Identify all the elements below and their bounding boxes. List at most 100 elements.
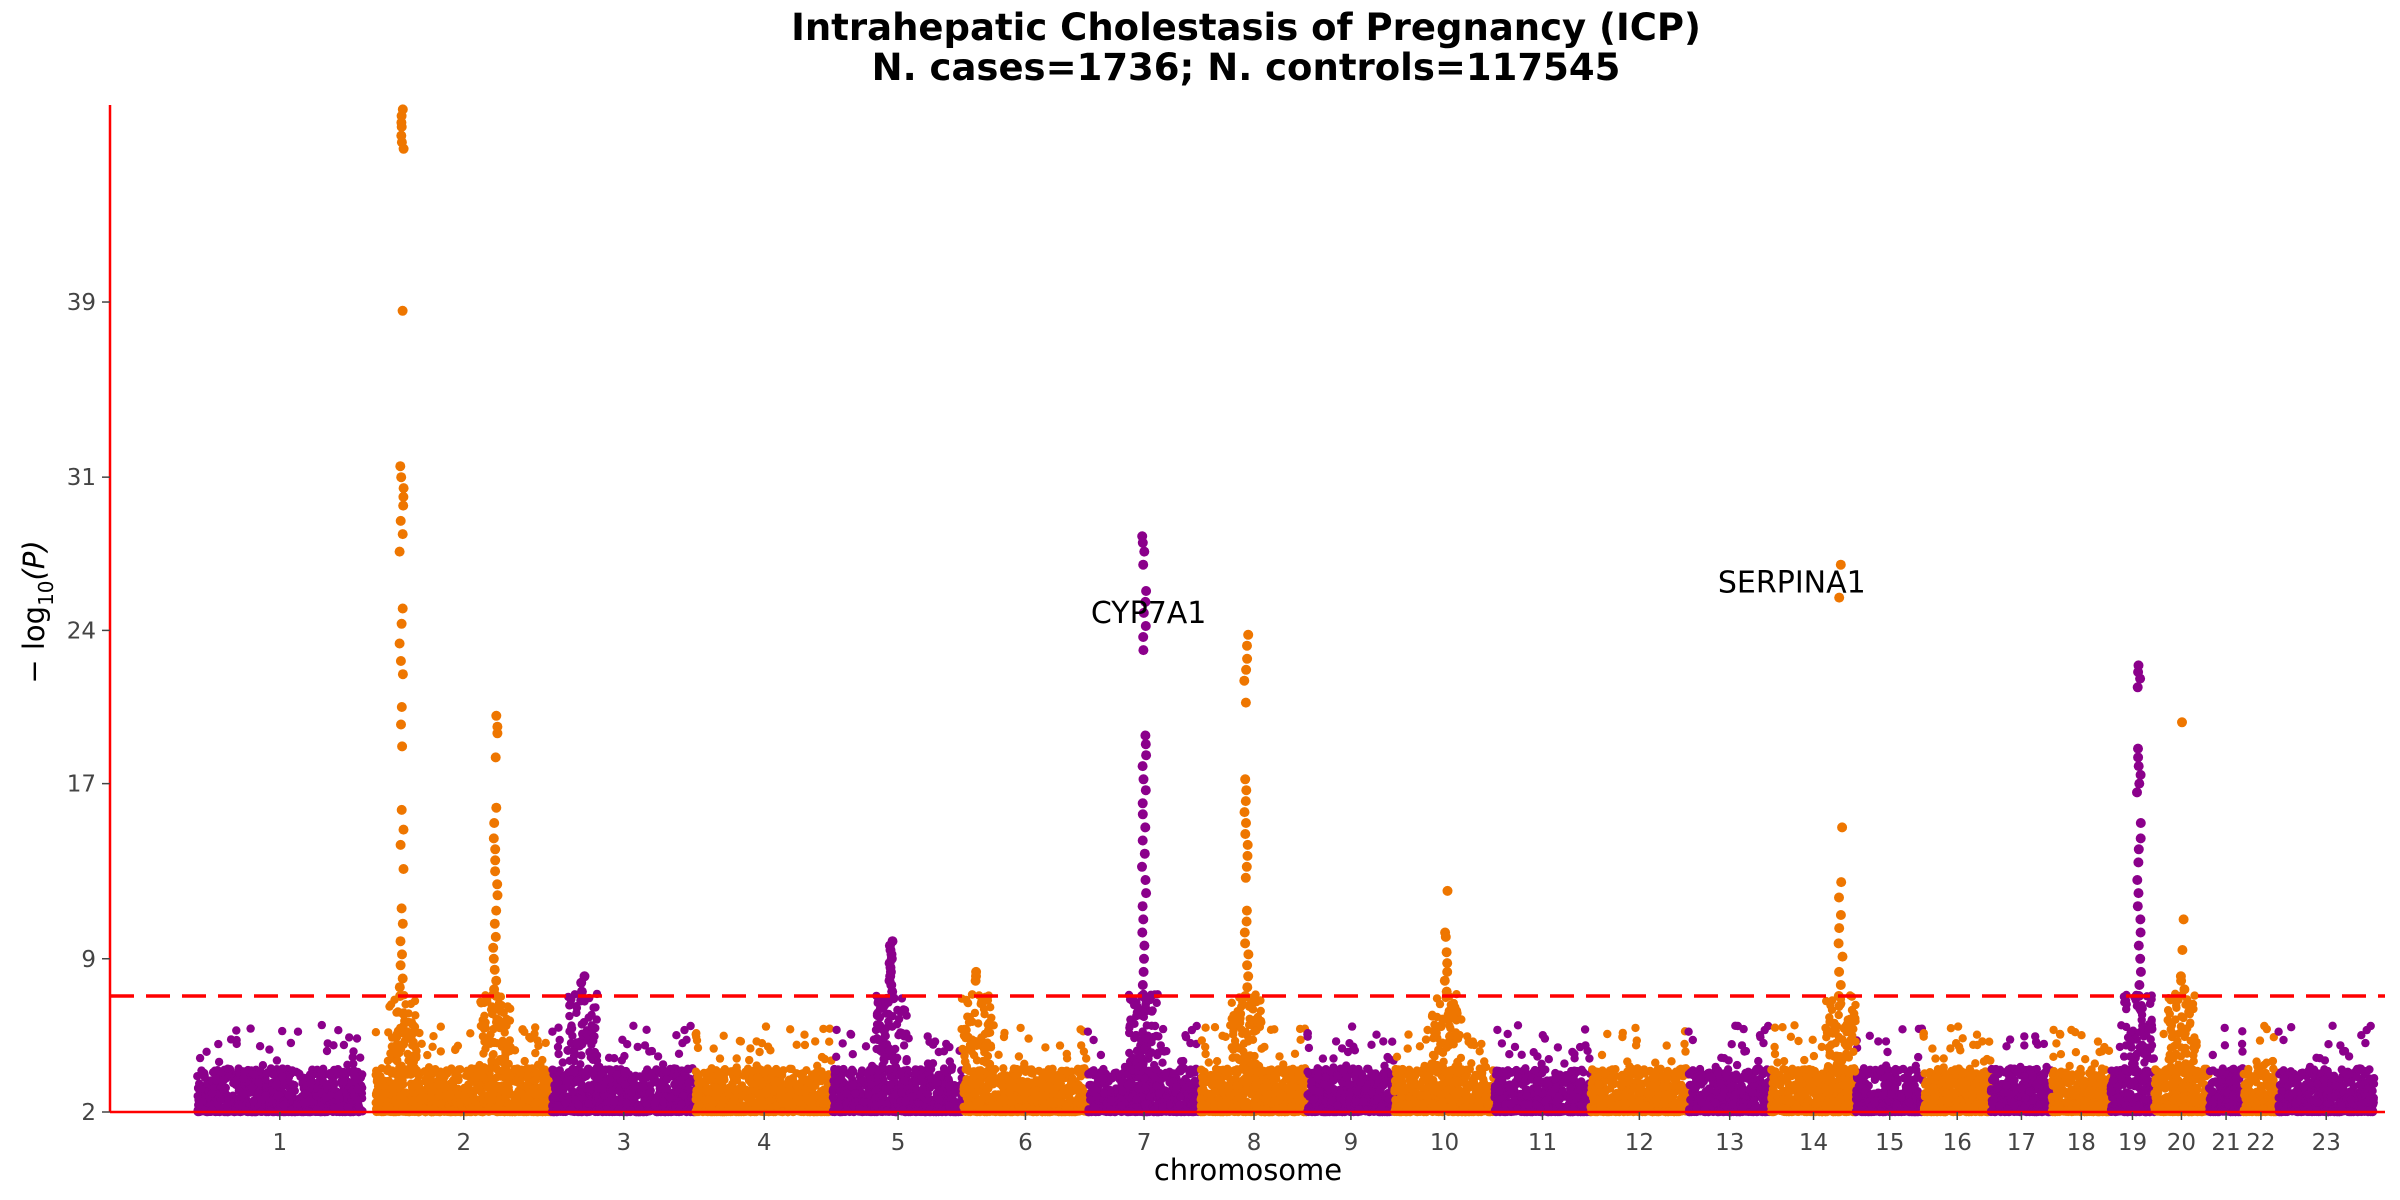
variant-point bbox=[261, 1091, 270, 1100]
variant-point bbox=[339, 1067, 348, 1077]
variant-point bbox=[811, 1081, 820, 1090]
variant-point bbox=[354, 1103, 364, 1113]
variant-point bbox=[223, 1064, 232, 1073]
variant-point bbox=[434, 1080, 444, 1089]
variant-point bbox=[756, 1065, 765, 1074]
variant-point bbox=[792, 1069, 801, 1078]
variant-point bbox=[683, 1064, 693, 1074]
variant-point bbox=[848, 1050, 857, 1059]
variant-point bbox=[423, 1050, 432, 1060]
variant-point bbox=[232, 1026, 241, 1035]
variant-point bbox=[534, 1041, 543, 1051]
variant-point bbox=[372, 1069, 382, 1079]
variant-point bbox=[429, 1032, 438, 1041]
variant-point bbox=[745, 1055, 754, 1065]
variant-point bbox=[531, 1048, 540, 1058]
variant-point bbox=[629, 1021, 638, 1030]
variant-point bbox=[747, 1093, 756, 1102]
variant-point bbox=[239, 1089, 248, 1099]
variant-point bbox=[345, 1033, 354, 1042]
variant-point bbox=[272, 1056, 282, 1065]
variant-point bbox=[693, 1043, 703, 1053]
variant-point bbox=[538, 1055, 547, 1065]
variant-point bbox=[219, 1085, 228, 1094]
variant-point bbox=[842, 1089, 851, 1098]
variant-point bbox=[353, 1085, 362, 1094]
variant-point bbox=[195, 1100, 204, 1109]
variant-point bbox=[709, 1044, 718, 1053]
variant-point bbox=[1024, 1034, 1033, 1043]
variant-point bbox=[258, 1061, 268, 1070]
variant-point bbox=[466, 1029, 475, 1038]
variant-point bbox=[269, 1070, 278, 1080]
chart-title-line2: N. cases=1736; N. controls=117545 bbox=[872, 46, 1621, 89]
variant-point bbox=[484, 1083, 493, 1093]
variant-point bbox=[214, 1039, 223, 1049]
variant-point bbox=[416, 1094, 425, 1103]
variant-point bbox=[626, 1106, 635, 1115]
variant-point bbox=[195, 1079, 204, 1088]
variant-point bbox=[343, 1060, 352, 1070]
variant-point bbox=[520, 1092, 529, 1101]
variant-point bbox=[866, 1080, 876, 1090]
variant-point bbox=[598, 1084, 607, 1094]
variant-point bbox=[864, 1089, 873, 1099]
variant-point bbox=[755, 1095, 764, 1105]
variant-point bbox=[795, 1106, 804, 1115]
variant-point bbox=[692, 1029, 701, 1038]
variant-point bbox=[428, 1042, 437, 1052]
variant-point bbox=[200, 1070, 209, 1080]
variant-point bbox=[255, 1042, 265, 1051]
variant-point bbox=[935, 1087, 944, 1096]
variant-point bbox=[945, 1081, 954, 1091]
variant-point bbox=[1000, 1028, 1009, 1038]
variant-point bbox=[738, 1092, 747, 1101]
variant-point bbox=[746, 1044, 755, 1053]
variant-point bbox=[777, 1070, 787, 1080]
variant-point bbox=[830, 1081, 840, 1090]
variant-point bbox=[886, 1080, 895, 1089]
variant-point bbox=[214, 1057, 224, 1067]
variant-point bbox=[707, 1103, 716, 1112]
variant-point bbox=[945, 1042, 954, 1052]
variant-point bbox=[271, 1081, 281, 1090]
variant-point bbox=[682, 1035, 691, 1045]
variant-point bbox=[825, 1037, 834, 1046]
variant-point bbox=[694, 1070, 703, 1079]
variant-point bbox=[426, 1092, 435, 1102]
variant-point bbox=[1062, 1049, 1072, 1059]
variant-point bbox=[666, 1093, 675, 1102]
variant-point bbox=[300, 1089, 309, 1098]
variant-point bbox=[923, 1059, 933, 1068]
variant-point bbox=[553, 1101, 563, 1111]
chart-title-line1: Intrahepatic Cholestasis of Pregnancy (I… bbox=[791, 6, 1701, 49]
variant-point bbox=[820, 1085, 829, 1094]
variant-point bbox=[746, 1078, 756, 1088]
variant-point bbox=[496, 1085, 505, 1094]
variant-point bbox=[832, 1052, 841, 1062]
variant-point bbox=[770, 1085, 779, 1095]
variant-point bbox=[379, 1088, 388, 1098]
variant-point bbox=[620, 1069, 630, 1078]
variant-point bbox=[555, 1035, 564, 1045]
variant-point bbox=[711, 1083, 721, 1092]
variant-point bbox=[445, 1082, 455, 1092]
variant-point bbox=[845, 1069, 855, 1078]
variant-point bbox=[562, 1076, 571, 1086]
variant-point bbox=[278, 1026, 287, 1036]
variant-point bbox=[334, 1102, 344, 1111]
variant-point bbox=[620, 1080, 630, 1089]
variant-point bbox=[1014, 1052, 1024, 1061]
variant-point bbox=[717, 1100, 726, 1109]
variant-point bbox=[800, 1030, 809, 1039]
variant-point bbox=[436, 1047, 445, 1056]
variant-point bbox=[897, 1088, 906, 1097]
variant-point bbox=[525, 1033, 534, 1042]
variant-point bbox=[382, 1101, 391, 1110]
variant-point bbox=[730, 1096, 739, 1106]
variant-point bbox=[800, 1040, 810, 1050]
variant-point bbox=[771, 1077, 781, 1086]
variant-point bbox=[246, 1024, 255, 1033]
variant-point bbox=[832, 1025, 841, 1035]
